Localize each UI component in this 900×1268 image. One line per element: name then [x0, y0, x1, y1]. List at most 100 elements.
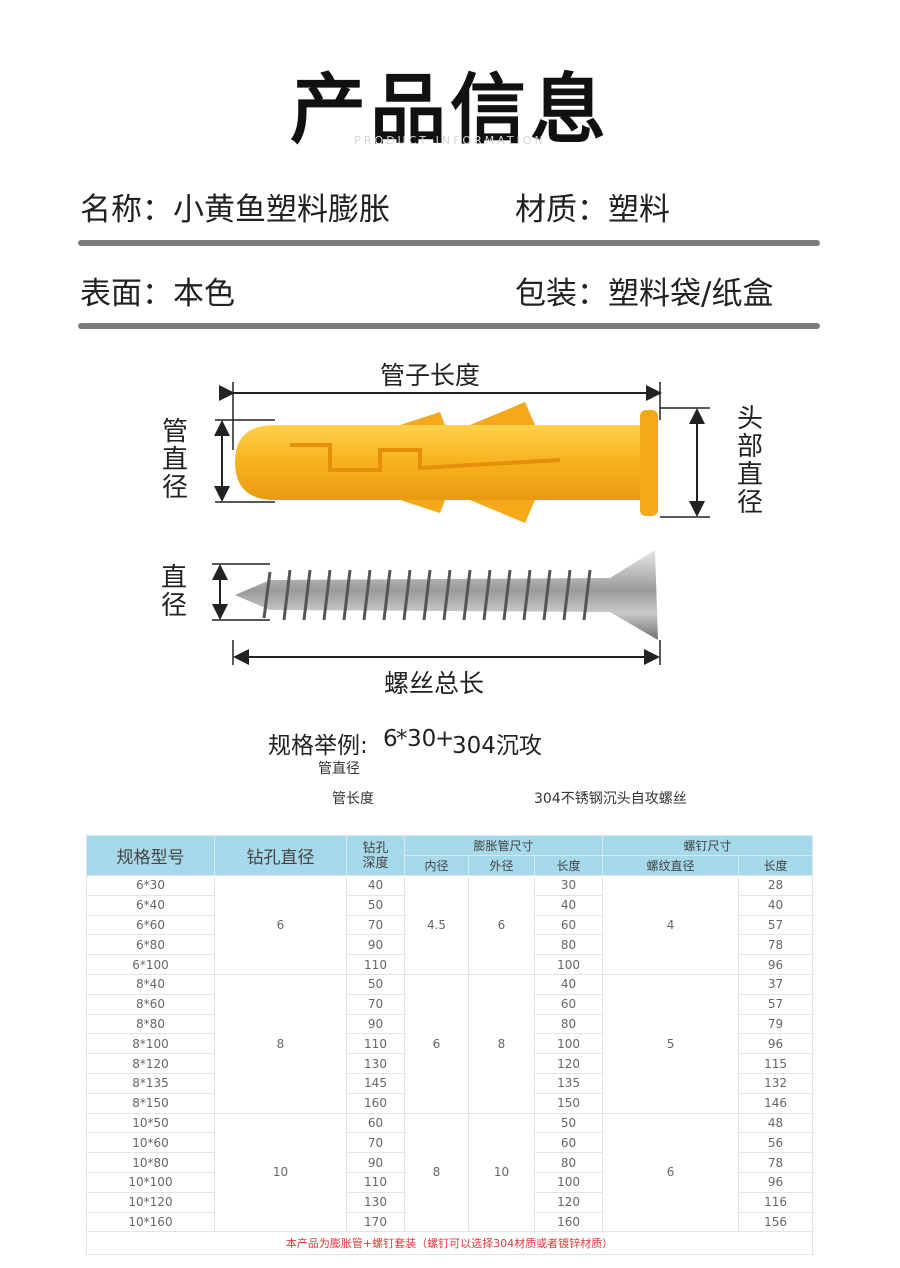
table-cell: 60 [346, 1112, 405, 1134]
table-cell: 60 [533, 993, 604, 1015]
spec-part: + [435, 726, 455, 752]
table-cell: 8*100 [86, 1033, 215, 1055]
table-cell: 6 [214, 875, 347, 975]
info-package: 包装：塑料袋/纸盒 [515, 276, 774, 312]
table-cell: 145 [346, 1072, 405, 1094]
table-cell: 96 [738, 1033, 814, 1055]
table-row: 6*30 6 40 4.5 6 30 4 28 [86, 875, 814, 975]
table-cell: 132 [738, 1072, 814, 1094]
table-cell: 8*150 [86, 1092, 215, 1114]
tube-diameter-label: 管直径 [161, 417, 188, 503]
table-cell: 120 [533, 1191, 604, 1213]
table-cell: 10*120 [86, 1191, 215, 1213]
table-cell: 6 [468, 875, 535, 975]
note-row: 本产品为膨胀管+螺钉套装（螺钉可以选择304材质或者镀锌材质） [85, 1231, 814, 1256]
table-row: 10*160 170 160 156 [86, 1211, 814, 1233]
table-cell: 8*80 [86, 1013, 215, 1035]
table-cell: 40 [346, 875, 405, 896]
table-cell: 37 [738, 973, 814, 995]
spec-note: 管长度 [332, 791, 374, 807]
table-cell: 6*100 [86, 954, 215, 975]
table-cell: 120 [533, 1053, 604, 1074]
table-cell: 10*80 [86, 1152, 215, 1173]
table-cell: 78 [738, 1152, 814, 1173]
table-cell: 10*60 [86, 1132, 215, 1154]
table-cell: 57 [738, 993, 814, 1015]
table-cell: 8*120 [86, 1053, 215, 1074]
table-cell: 116 [738, 1191, 814, 1213]
table-cell: 135 [533, 1072, 604, 1094]
table-cell: 6 [602, 1112, 740, 1233]
table-cell: 6*30 [86, 875, 215, 896]
table-row: 8*135 145 135 132 [86, 1072, 814, 1094]
table-cell: 10*100 [86, 1171, 215, 1193]
spec-note: 304不锈钢沉头自攻螺丝 [534, 791, 687, 807]
table-row: 8*120 130 120 115 [86, 1053, 814, 1074]
table-cell: 6 [404, 973, 469, 1114]
table-cell: 28 [738, 875, 814, 896]
spec-part: * [396, 726, 408, 752]
table-cell: 130 [346, 1191, 405, 1213]
table-cell: 115 [738, 1053, 814, 1074]
head-diameter-label: 头部直径 [736, 404, 763, 518]
table-cell: 130 [346, 1053, 405, 1074]
divider [78, 240, 820, 246]
anchor-flange [640, 410, 658, 516]
table-cell: 150 [533, 1092, 604, 1114]
table-cell: 4.5 [404, 875, 469, 975]
table-cell: 30 [533, 875, 604, 896]
page-subtitle: PRODUCT INFORMATION [354, 134, 546, 147]
table-cell: 40 [533, 894, 604, 916]
table-row: 6*40 50 40 40 [86, 894, 814, 916]
table-cell: 146 [738, 1092, 814, 1114]
table-cell: 60 [533, 914, 604, 936]
table-row: 8*40 8 50 6 8 40 5 37 [86, 973, 814, 1114]
table-cell: 8 [214, 973, 347, 1114]
spec-label: 规格举例: [268, 733, 368, 759]
table-cell: 170 [346, 1211, 405, 1233]
table-cell: 70 [346, 1132, 405, 1154]
table-cell: 79 [738, 1013, 814, 1035]
table-row: 6*60 70 60 57 [86, 914, 814, 936]
table-cell: 110 [346, 1171, 405, 1193]
table-cell: 6*60 [86, 914, 215, 936]
table-body: 6*30 6 40 4.5 6 30 4 28 6*40 50 40 40 6*60 70 60 57 6*80… [85, 875, 814, 1256]
table-cell: 90 [346, 934, 405, 956]
table-cell: 70 [346, 993, 405, 1015]
table-cell: 156 [738, 1211, 814, 1233]
table-cell: 78 [738, 934, 814, 956]
table-cell: 40 [738, 894, 814, 916]
table-cell: 8*60 [86, 993, 215, 1015]
table-cell: 8*40 [86, 973, 215, 995]
spec-table: 规格型号 钻孔直径 钻孔深度 膨胀管尺寸 螺钉尺寸 内径 外径 长度 螺纹直径 … [85, 835, 814, 1256]
anchor-slot [290, 443, 561, 472]
table-cell: 50 [346, 973, 405, 995]
info-material: 材质：塑料 [515, 192, 670, 228]
table-cell: 8 [404, 1112, 469, 1233]
table-cell: 80 [533, 1152, 604, 1173]
table-cell: 110 [346, 954, 405, 975]
header-cell: 内径 [404, 855, 469, 876]
header-text: 钻孔深度 [362, 840, 389, 871]
table-cell: 96 [738, 954, 814, 975]
anchor-body [235, 425, 640, 500]
table-cell: 160 [533, 1211, 604, 1233]
table-cell: 10 [468, 1112, 535, 1233]
table-row: 10*120 130 120 116 [86, 1191, 814, 1213]
table-row: 10*50 10 60 8 10 50 6 48 [86, 1112, 814, 1233]
screw-threads [262, 569, 592, 621]
table-row: 8*100 110 100 96 [86, 1033, 814, 1055]
header-cell: 规格型号 [86, 835, 215, 876]
table-cell: 8 [468, 973, 535, 1114]
table-cell: 100 [533, 954, 604, 975]
table-cell: 90 [346, 1013, 405, 1035]
table-cell: 80 [533, 1013, 604, 1035]
header-cell: 螺纹直径 [602, 855, 740, 876]
screw-diameter-label: 直径 [160, 563, 187, 621]
table-cell: 10*160 [86, 1211, 215, 1233]
table-cell: 6*80 [86, 934, 215, 956]
table-cell: 10*50 [86, 1112, 215, 1134]
page-title: 产品信息 [290, 65, 610, 154]
info-surface: 表面：本色 [80, 276, 235, 312]
